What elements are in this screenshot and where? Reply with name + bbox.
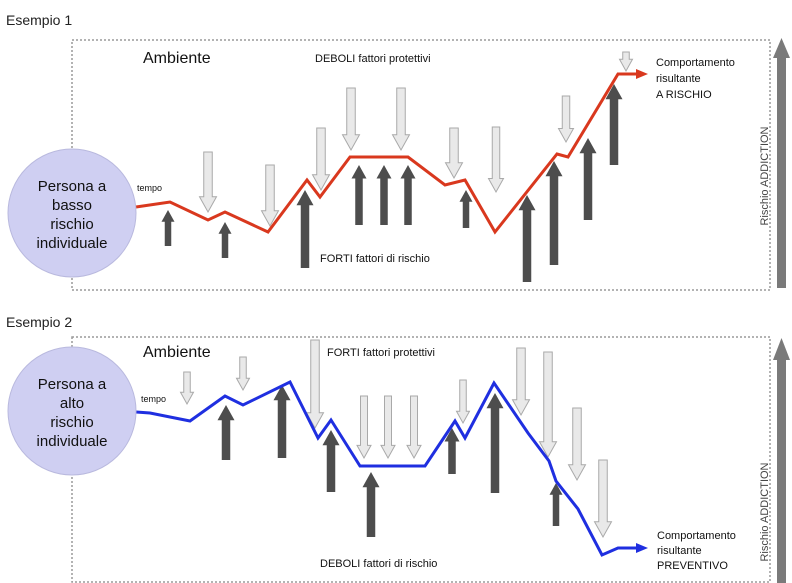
example-2-person-line-3: rischio: [50, 414, 93, 431]
protective-factor-arrow: [341, 87, 361, 152]
example-1-person-line-3: rischio: [50, 216, 93, 233]
example-1-factor-arrows: [161, 51, 634, 282]
risk-factor-arrow: [579, 138, 597, 220]
risk-factor-arrow: [400, 165, 416, 225]
example-1-time-label: tempo: [137, 183, 162, 193]
protective-factor-arrow: [538, 351, 558, 459]
example-1-outcome-line-3: A RISCHIO: [656, 89, 712, 101]
example-2-person-line-4: individuale: [37, 433, 108, 450]
risk-factor-arrow: [444, 428, 460, 474]
example-1-risk-label: FORTI fattori di rischio: [320, 253, 430, 265]
example-2-axis-label: Rischio ADDICTION: [759, 462, 771, 561]
risk-factor-arrow: [549, 483, 563, 526]
protective-factor-arrow: [567, 407, 587, 482]
example-1-title: Esempio 1: [6, 12, 72, 28]
protective-factor-arrow: [356, 395, 372, 460]
protective-factor-arrow: [235, 356, 251, 392]
example-2-outcome-line-3: PREVENTIVO: [657, 560, 728, 572]
example-2-outcome-line-1: Comportamento: [657, 530, 736, 542]
risk-factor-arrow: [362, 472, 380, 537]
risk-factor-arrow: [218, 222, 232, 258]
example-2-frame: [71, 336, 771, 583]
risk-factor-arrow: [518, 195, 536, 282]
example-1-outcome-line-2: risultante: [656, 73, 701, 85]
example-1-outcome-line-1: Comportamento: [656, 57, 735, 69]
protective-factor-arrow: [618, 51, 634, 73]
example-1-person-circle: [7, 148, 137, 278]
example-2-time-label: tempo: [141, 394, 166, 404]
example-1-trajectory-arrowhead: [636, 69, 648, 79]
protective-factor-arrow: [380, 395, 396, 460]
protective-factor-arrow: [198, 151, 218, 214]
protective-factor-arrow: [455, 379, 471, 425]
example-2-factor-arrows: [179, 339, 613, 539]
example-2-person-line-2: alto: [60, 395, 84, 412]
example-2-risk-trajectory: [135, 379, 636, 557]
risk-factor-arrow: [459, 190, 473, 228]
example-2-trajectory-arrowhead: [636, 543, 648, 553]
risk-factor-arrow: [605, 84, 623, 165]
example-2-person-circle: [7, 346, 137, 476]
example-2-environment-label: Ambiente: [143, 344, 211, 361]
risk-factor-arrow: [217, 405, 235, 460]
protective-factor-arrow: [406, 395, 422, 460]
example-1-person-line-2: basso: [52, 197, 92, 214]
risk-factor-arrow: [296, 190, 314, 268]
risk-factor-arrow: [486, 393, 504, 493]
example-2-axis-arrow: [773, 338, 790, 583]
example-2-risk-label: DEBOLI fattori di rischio: [320, 558, 437, 570]
example-1-axis-arrow: [773, 38, 790, 288]
example-2-title: Esempio 2: [6, 314, 72, 330]
example-1-person-line-4: individuale: [37, 235, 108, 252]
protective-factor-arrow: [179, 371, 195, 406]
example-2-protective-label: FORTI fattori protettivi: [327, 347, 435, 359]
protective-factor-arrow: [511, 347, 531, 417]
protective-factor-arrow: [305, 339, 325, 430]
example-1-frame: [71, 39, 771, 291]
risk-factor-arrow: [322, 430, 340, 492]
protective-factor-arrow: [260, 164, 280, 228]
protective-factor-arrow: [444, 127, 464, 180]
protective-factor-arrow: [391, 87, 411, 152]
example-1-axis-label: Rischio ADDICTION: [759, 126, 771, 225]
protective-factor-arrow: [487, 126, 505, 194]
protective-factor-arrow: [593, 459, 613, 539]
example-1-person-line-1: Persona a: [38, 178, 107, 195]
risk-factor-arrow: [273, 385, 291, 458]
example-1-environment-label: Ambiente: [143, 50, 211, 67]
risk-factor-arrow: [545, 161, 563, 265]
risk-factor-arrow: [351, 165, 367, 225]
risk-factor-arrow: [376, 165, 392, 225]
example-2-person-line-1: Persona a: [38, 376, 107, 393]
protective-factor-arrow: [557, 95, 575, 144]
risk-factor-arrow: [161, 210, 175, 246]
protective-factor-arrow: [311, 127, 331, 192]
example-2-outcome-line-2: risultante: [657, 545, 702, 557]
example-1-risk-trajectory: [135, 72, 636, 235]
example-1-protective-label: DEBOLI fattori protettivi: [315, 53, 431, 65]
